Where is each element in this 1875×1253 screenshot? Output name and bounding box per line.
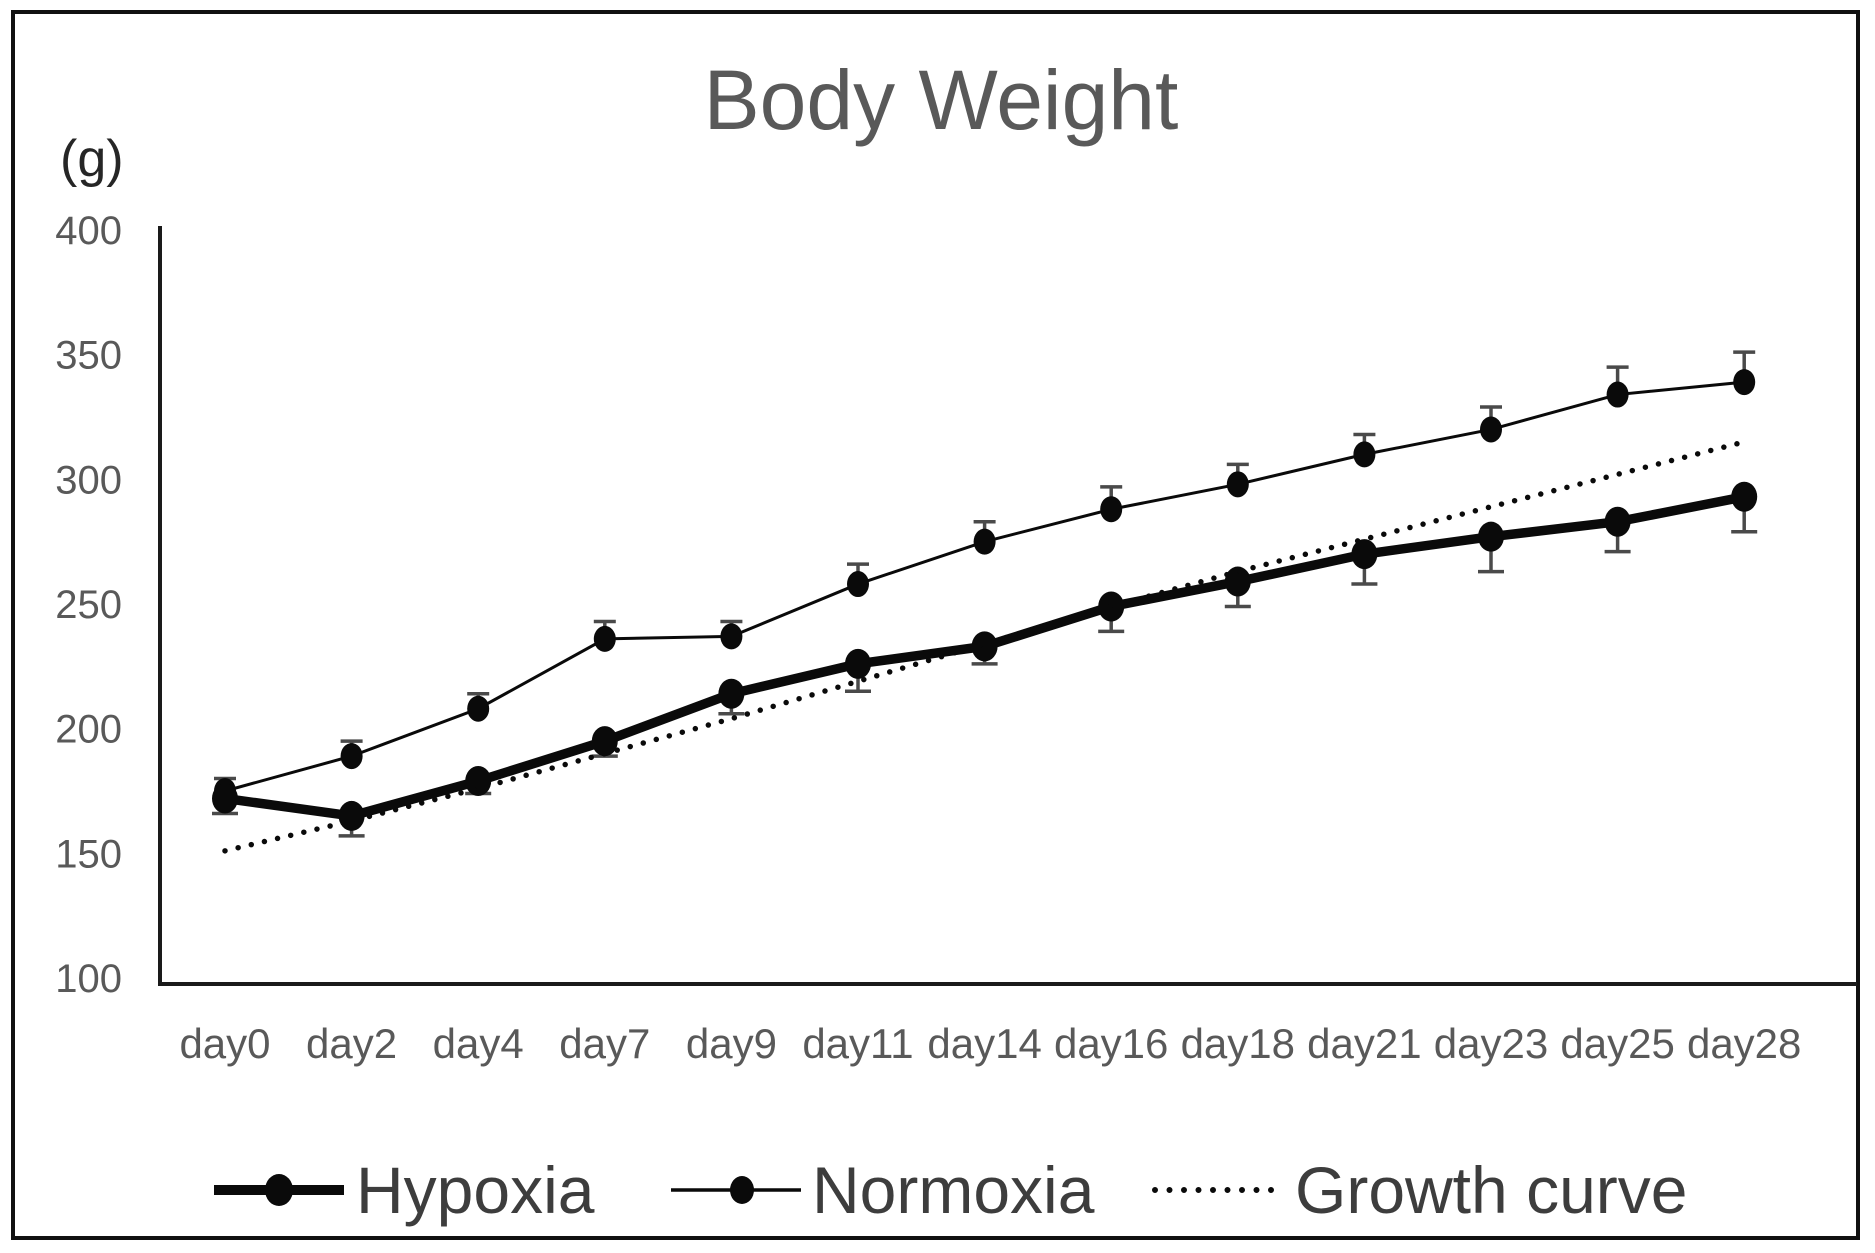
data-point-marker	[1100, 496, 1123, 523]
data-point-marker	[973, 528, 996, 555]
data-point-marker	[845, 648, 871, 679]
data-point-marker	[593, 625, 616, 652]
x-tick-label: day4	[433, 1020, 524, 1067]
x-tick-label: day9	[686, 1020, 777, 1067]
data-point-marker	[971, 631, 998, 662]
normoxia-line	[224, 380, 1745, 793]
data-point-marker	[1606, 381, 1629, 408]
series-normoxia	[214, 350, 1756, 804]
data-point-marker	[718, 678, 745, 709]
x-tick-label: day21	[1307, 1020, 1421, 1067]
x-tick-label: day11	[802, 1020, 913, 1067]
data-point-marker	[847, 571, 869, 598]
data-point-marker	[1226, 471, 1249, 498]
growth-curve-line	[222, 439, 1747, 854]
series-growth-curve	[222, 439, 1747, 854]
data-point-marker	[340, 743, 363, 770]
y-tick-label: 150	[55, 832, 122, 876]
data-point-marker	[212, 783, 238, 814]
x-tick-label: day28	[1687, 1020, 1801, 1067]
x-tick-label: day0	[179, 1020, 270, 1067]
series-hypoxia	[212, 481, 1758, 838]
y-tick-label: 300	[55, 458, 122, 502]
legend-hypoxia-marker	[265, 1174, 293, 1206]
x-axis-tick-labels: day0 day2 day4 day7 day9 day11 day14 day16 day18…	[179, 1020, 1801, 1067]
data-point-marker	[1733, 369, 1756, 396]
data-point-marker	[1478, 521, 1504, 552]
y-tick-label: 250	[55, 583, 122, 627]
data-point-marker	[720, 623, 743, 650]
x-tick-label: day16	[1054, 1020, 1168, 1067]
x-tick-label: day7	[559, 1020, 650, 1067]
y-tick-label: 350	[55, 334, 122, 378]
y-tick-label: 400	[55, 209, 122, 253]
legend-normoxia-label: Normoxia	[812, 1153, 1095, 1227]
x-tick-label: day18	[1181, 1020, 1295, 1067]
legend: Hypoxia Normoxia Growth curve	[214, 1153, 1687, 1227]
figure-border	[11, 10, 1860, 1240]
data-point-marker	[1224, 566, 1251, 597]
y-axis-tick-labels: 400 350 300 250 200 150 100	[55, 209, 122, 1001]
data-point-marker	[1480, 416, 1502, 443]
data-point-marker	[465, 766, 492, 797]
data-point-marker	[591, 726, 618, 757]
x-tick-label: day2	[306, 1020, 397, 1067]
data-point-marker	[1604, 506, 1631, 537]
legend-hypoxia-label: Hypoxia	[356, 1153, 595, 1227]
chart-title: Body Weight	[704, 53, 1179, 147]
y-tick-label: 200	[55, 708, 122, 752]
y-tick-label: 100	[55, 957, 122, 1001]
legend-growth-curve-label: Growth curve	[1295, 1153, 1687, 1227]
y-axis-unit-label: (g)	[60, 130, 124, 188]
data-point-marker	[467, 695, 490, 722]
legend-normoxia-marker	[730, 1176, 754, 1204]
x-tick-label: day23	[1434, 1020, 1548, 1067]
data-point-marker	[1353, 441, 1376, 468]
data-point-marker	[1731, 481, 1758, 512]
data-point-marker	[338, 800, 365, 831]
x-tick-label: day14	[927, 1020, 1041, 1067]
x-tick-label: day25	[1560, 1020, 1674, 1067]
data-point-marker	[1351, 539, 1378, 570]
